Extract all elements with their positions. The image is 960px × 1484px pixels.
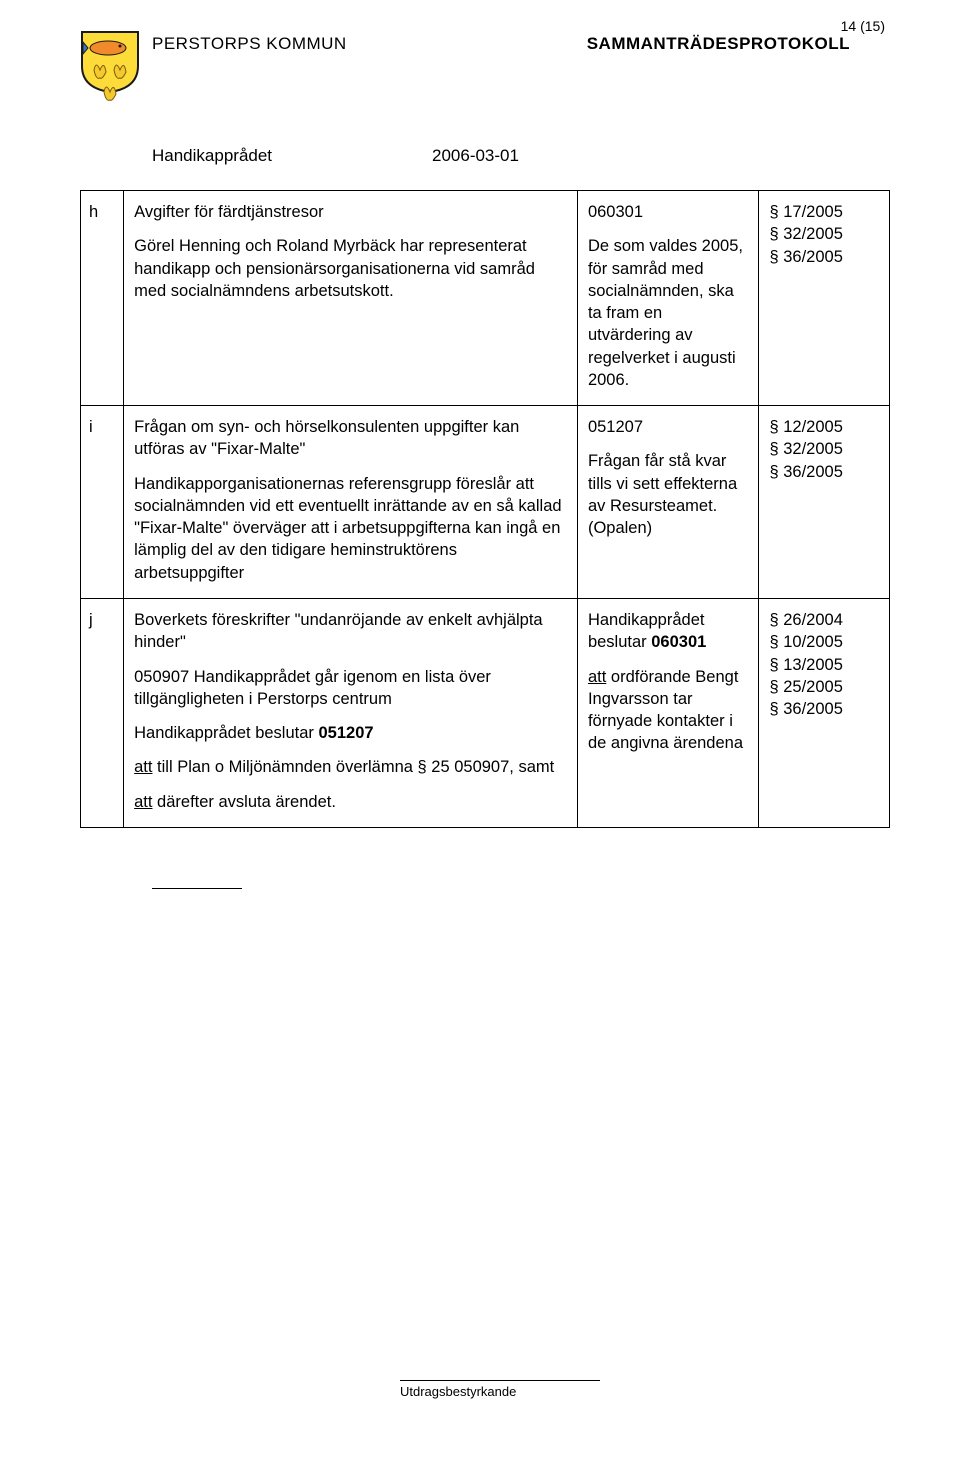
table-row: jBoverkets föreskrifter "undanröjande av… (81, 598, 890, 827)
document-header: PERSTORPS KOMMUN SAMMANTRÄDESPROTOKOLL (80, 30, 890, 120)
reference-item: § 32/2005 (769, 438, 879, 460)
paragraph: att därefter avsluta ärendet. (134, 791, 567, 813)
organization-name: PERSTORPS KOMMUN (152, 34, 347, 54)
table-row: h Avgifter för färdtjänstresor Görel Henni… (81, 191, 890, 406)
paragraph: Boverkets föreskrifter "undanröjande av … (134, 609, 567, 654)
reference-item: § 36/2005 (769, 246, 879, 268)
paragraph: Avgifter för färdtjänstresor (134, 201, 567, 223)
document-subheader: Handikapprådet 2006-03-01 (152, 146, 890, 166)
row-letter: i (81, 406, 124, 599)
reference-item: § 12/2005 (769, 416, 879, 438)
paragraph: 060301 (588, 201, 749, 223)
reference-item: § 10/2005 (769, 631, 879, 653)
reference-item: § 26/2004 (769, 609, 879, 631)
paragraph: Frågan får stå kvar tills vi sett effekt… (588, 450, 749, 539)
reference-item: § 36/2005 (769, 698, 879, 720)
row-letter: j (81, 598, 124, 827)
reference-item: § 17/2005 (769, 201, 879, 223)
row-references: § 12/2005§ 32/2005§ 36/2005 (759, 406, 890, 599)
table-row: iFrågan om syn- och hörselkonsulenten up… (81, 406, 890, 599)
paragraph: Handikapprådet beslutar 051207 (134, 722, 567, 744)
paragraph: att till Plan o Miljönämnden överlämna §… (134, 756, 567, 778)
reference-item: § 32/2005 (769, 223, 879, 245)
meeting-date: 2006-03-01 (432, 146, 519, 166)
reference-item: § 13/2005 (769, 654, 879, 676)
signature-line (152, 888, 890, 889)
paragraph: att ordförande Bengt Ingvarsson tar förn… (588, 666, 749, 755)
row-references: § 17/2005§ 32/2005§ 36/2005 (759, 191, 890, 406)
document-page: 14 (15) PERSTORPS KOMMUN SAMMANTRÄDESPRO… (0, 0, 960, 1484)
row-status: 051207 Frågan får stå kvar tills vi sett … (577, 406, 759, 599)
paragraph: 051207 (588, 416, 749, 438)
row-description: Avgifter för färdtjänstresor Görel Hennin… (124, 191, 578, 406)
footer-attestation-label: Utdragsbestyrkande (400, 1380, 600, 1399)
row-references: § 26/2004§ 10/2005§ 13/2005§ 25/2005§ 36… (759, 598, 890, 827)
row-letter: h (81, 191, 124, 406)
paragraph: Handikapprådet beslutar 060301 (588, 609, 749, 654)
paragraph: Handikapporganisationernas referensgrupp… (134, 473, 567, 584)
paragraph: Frågan om syn- och hörselkonsulenten upp… (134, 416, 567, 461)
protocol-table: h Avgifter för färdtjänstresor Görel Henni… (80, 190, 890, 828)
header-titles: PERSTORPS KOMMUN SAMMANTRÄDESPROTOKOLL (152, 30, 890, 54)
committee-name: Handikapprådet (152, 146, 432, 166)
paragraph: Görel Henning och Roland Myrbäck har rep… (134, 235, 567, 302)
row-description: Frågan om syn- och hörselkonsulenten upp… (124, 406, 578, 599)
row-status: 060301 De som valdes 2005, för samråd med… (577, 191, 759, 406)
reference-item: § 25/2005 (769, 676, 879, 698)
row-description: Boverkets föreskrifter "undanröjande av … (124, 598, 578, 827)
page-number: 14 (15) (841, 18, 885, 34)
row-status: Handikapprådet beslutar 060301 att ordför… (577, 598, 759, 827)
paragraph: De som valdes 2005, för samråd med socia… (588, 235, 749, 391)
municipal-crest-icon (80, 30, 140, 120)
reference-item: § 36/2005 (769, 461, 879, 483)
paragraph: 050907 Handikapprådet går igenom en list… (134, 666, 567, 711)
document-title: SAMMANTRÄDESPROTOKOLL (587, 34, 850, 54)
